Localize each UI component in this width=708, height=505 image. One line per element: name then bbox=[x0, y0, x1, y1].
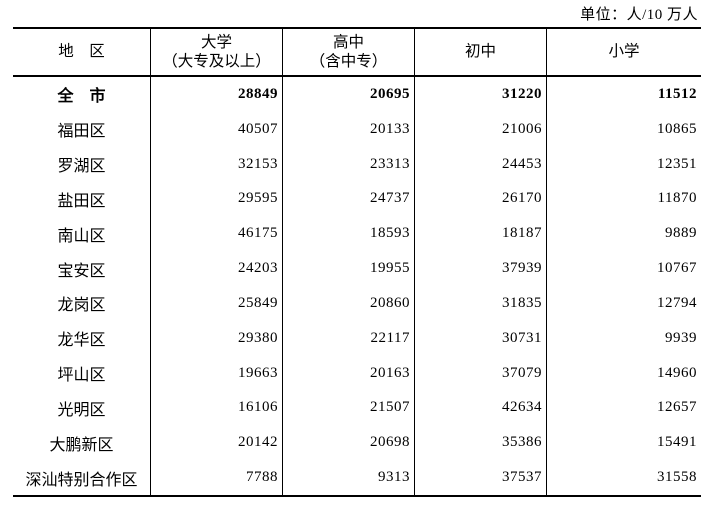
value-cell: 10865 bbox=[657, 120, 697, 137]
region-cell: 福田区 bbox=[13, 111, 151, 147]
value-cell: 12351 bbox=[657, 155, 697, 172]
region-cell: 盐田区 bbox=[13, 181, 151, 217]
column-header-high-school-sublabel: （含中专） bbox=[309, 53, 388, 70]
value-cell: 15491 bbox=[657, 434, 697, 451]
region-cell: 罗湖区 bbox=[13, 146, 151, 182]
value-cell: 29380 bbox=[151, 320, 283, 356]
table-row: 深汕特别合作区 7788 9313 37537 31558 bbox=[13, 460, 701, 495]
unit-label: 单位：人/10 万人 bbox=[580, 7, 698, 23]
table-row: 宝安区 24203 19955 37939 10767 bbox=[13, 251, 701, 286]
region-cell: 深汕特别合作区 bbox=[13, 460, 151, 495]
region-cell: 南山区 bbox=[13, 216, 151, 252]
column-header-region: 地 区 bbox=[13, 29, 151, 75]
value-cell: 31835 bbox=[415, 285, 547, 321]
table-row: 龙华区 29380 22117 30731 9939 bbox=[13, 320, 701, 356]
table-row: 龙岗区 25849 20860 31835 12794 bbox=[13, 285, 701, 321]
value-cell: 18593 bbox=[283, 216, 415, 252]
value-cell: 19955 bbox=[283, 251, 415, 286]
value-cell: 46175 bbox=[151, 216, 283, 252]
value-cell: 24453 bbox=[415, 146, 547, 182]
value-cell: 9939 bbox=[665, 329, 697, 346]
value-cell: 37079 bbox=[415, 355, 547, 391]
table-row: 光明区 16106 21507 42634 12657 bbox=[13, 390, 701, 426]
value-cell: 28849 bbox=[151, 77, 283, 112]
value-cell: 7788 bbox=[151, 460, 283, 495]
region-cell: 全 市 bbox=[13, 77, 151, 112]
value-cell: 19663 bbox=[151, 355, 283, 391]
column-header-university: 大学 （大专及以上） bbox=[151, 29, 283, 75]
value-cell: 31558 bbox=[657, 469, 697, 486]
value-cell: 9889 bbox=[665, 225, 697, 242]
table-row: 坪山区 19663 20163 37079 14960 bbox=[13, 355, 701, 391]
value-cell: 24203 bbox=[151, 251, 283, 286]
value-cell: 12794 bbox=[657, 294, 697, 311]
value-cell: 26170 bbox=[415, 181, 547, 217]
table-row: 全 市 28849 20695 31220 11512 bbox=[13, 77, 701, 112]
column-header-primary: 小学 bbox=[547, 29, 701, 75]
column-header-high-school: 高中 （含中专） bbox=[283, 29, 415, 75]
region-cell: 龙岗区 bbox=[13, 285, 151, 321]
column-header-region-label: 地 区 bbox=[58, 43, 105, 61]
value-cell: 20142 bbox=[151, 425, 283, 461]
table-row: 南山区 46175 18593 18187 9889 bbox=[13, 216, 701, 252]
value-cell: 40507 bbox=[151, 111, 283, 147]
value-cell: 37939 bbox=[415, 251, 547, 286]
column-header-university-label: 大学 bbox=[200, 33, 232, 51]
value-cell: 20698 bbox=[283, 425, 415, 461]
column-header-high-school-label: 高中 bbox=[332, 33, 364, 51]
value-cell: 21006 bbox=[415, 111, 547, 147]
table-header-row: 地 区 大学 （大专及以上） 高中 （含中专） 初中 小学 bbox=[13, 29, 701, 77]
value-cell: 16106 bbox=[151, 390, 283, 426]
value-cell: 37537 bbox=[415, 460, 547, 495]
table-row: 罗湖区 32153 23313 24453 12351 bbox=[13, 146, 701, 182]
value-cell: 10767 bbox=[657, 260, 697, 277]
value-cell: 23313 bbox=[283, 146, 415, 182]
value-cell: 31220 bbox=[415, 77, 547, 112]
column-header-university-sublabel: （大专及以上） bbox=[162, 53, 271, 70]
value-cell: 30731 bbox=[415, 320, 547, 356]
region-cell: 坪山区 bbox=[13, 355, 151, 391]
value-cell: 9313 bbox=[283, 460, 415, 495]
region-cell: 光明区 bbox=[13, 390, 151, 426]
table-row: 盐田区 29595 24737 26170 11870 bbox=[13, 181, 701, 217]
region-cell: 宝安区 bbox=[13, 251, 151, 286]
region-cell: 龙华区 bbox=[13, 320, 151, 356]
value-cell: 35386 bbox=[415, 425, 547, 461]
column-header-primary-label: 小学 bbox=[608, 43, 640, 61]
value-cell: 11512 bbox=[657, 85, 697, 102]
value-cell: 20860 bbox=[283, 285, 415, 321]
value-cell: 32153 bbox=[151, 146, 283, 182]
table-row: 大鹏新区 20142 20698 35386 15491 bbox=[13, 425, 701, 461]
value-cell: 20163 bbox=[283, 355, 415, 391]
column-header-junior-high: 初中 bbox=[415, 29, 547, 75]
value-cell: 42634 bbox=[415, 390, 547, 426]
value-cell: 11870 bbox=[657, 190, 697, 207]
value-cell: 29595 bbox=[151, 181, 283, 217]
table-body: 全 市 28849 20695 31220 11512 福田区 40507 20133 2100… bbox=[13, 77, 701, 495]
column-header-junior-high-label: 初中 bbox=[464, 43, 496, 61]
value-cell: 20133 bbox=[283, 111, 415, 147]
value-cell: 21507 bbox=[283, 390, 415, 426]
value-cell: 20695 bbox=[283, 77, 415, 112]
region-cell: 大鹏新区 bbox=[13, 425, 151, 461]
education-by-district-table: 地 区 大学 （大专及以上） 高中 （含中专） 初中 小学 全 市 28849 20… bbox=[13, 27, 701, 497]
value-cell: 22117 bbox=[283, 320, 415, 356]
value-cell: 12657 bbox=[657, 399, 697, 416]
value-cell: 24737 bbox=[283, 181, 415, 217]
value-cell: 25849 bbox=[151, 285, 283, 321]
value-cell: 18187 bbox=[415, 216, 547, 252]
value-cell: 14960 bbox=[657, 364, 697, 381]
table-row: 福田区 40507 20133 21006 10865 bbox=[13, 111, 701, 147]
